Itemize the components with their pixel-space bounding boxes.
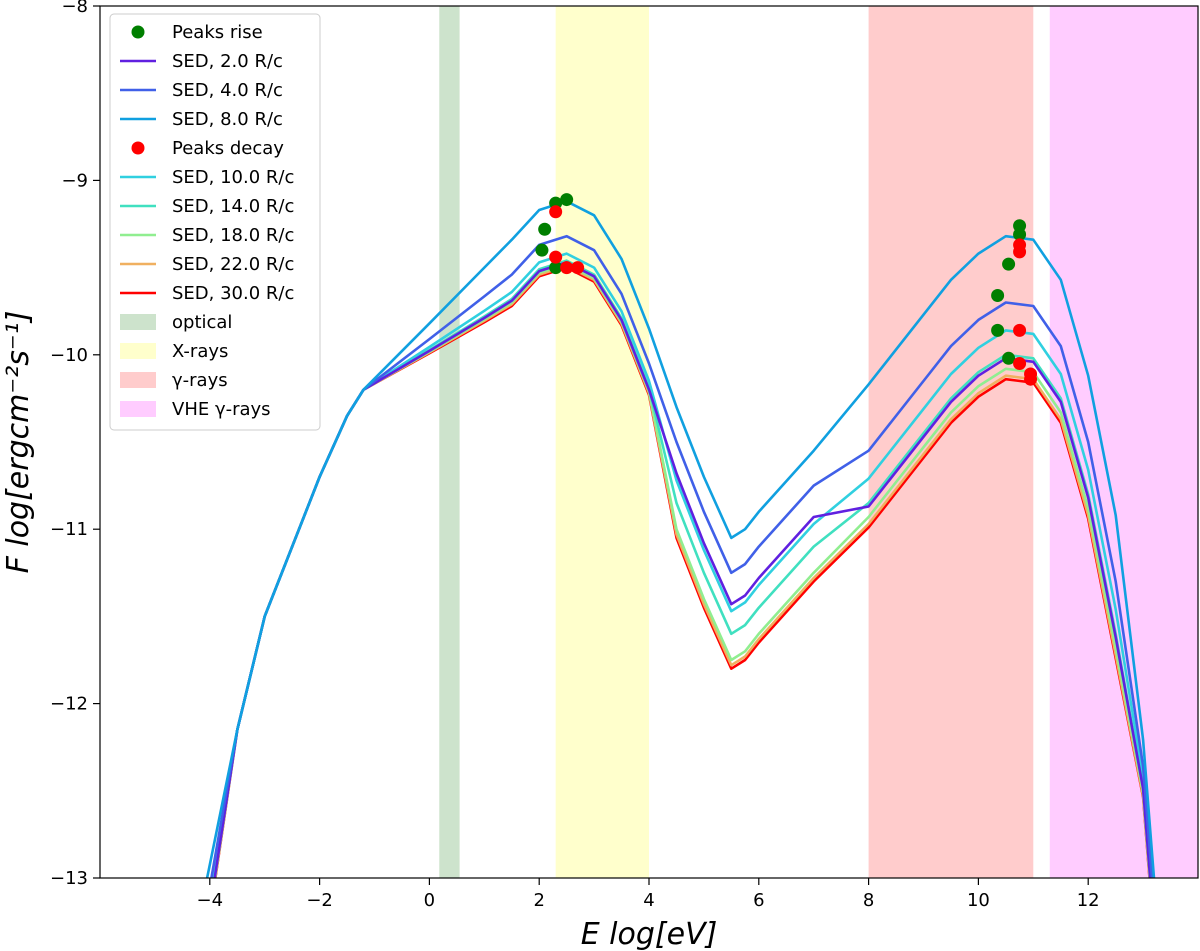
legend-label-5: SED, 10.0 R/c [172, 167, 294, 188]
band-0 [439, 6, 460, 878]
legend-label-3: SED, 8.0 R/c [172, 109, 283, 130]
legend-patch-12 [120, 372, 156, 388]
energy-bands [439, 6, 1198, 878]
legend-marker-0 [131, 25, 145, 39]
x-tick-label-3: 2 [533, 890, 544, 911]
peak-rise-marker-2 [538, 222, 552, 236]
legend-label-10: optical [172, 312, 232, 333]
legend-label-7: SED, 18.0 R/c [172, 225, 294, 246]
x-tick-label-1: −2 [306, 890, 333, 911]
x-axis-ticks: −4 −2 0 2 4 6 8 10 12 [197, 878, 1100, 911]
peak-decay-marker-2 [560, 261, 574, 275]
x-tick-label-6: 8 [863, 890, 874, 911]
y-axis-label: F log[ergcm⁻²s⁻¹] [1, 311, 36, 574]
peak-rise-marker-10 [1002, 351, 1016, 365]
y-axis-ticks: −13 −12 −11 −10 −9 −8 [50, 0, 100, 889]
legend-label-13: VHE γ-rays [172, 399, 271, 420]
y-tick-label-4: −9 [61, 170, 88, 191]
legend-label-1: SED, 2.0 R/c [172, 51, 283, 72]
x-axis-label: E log[eV] [581, 917, 718, 951]
legend-box [109, 13, 321, 431]
legend-label-2: SED, 4.0 R/c [172, 80, 283, 101]
y-tick-label-0: −13 [50, 868, 88, 889]
legend-label-11: X-rays [172, 341, 228, 362]
band-2 [868, 6, 1034, 878]
sed-series-lines [205, 200, 1156, 878]
legend: Peaks rise SED, 2.0 R/c SED, 4.0 R/c SED, 8… [109, 13, 321, 431]
legend-label-8: SED, 22.0 R/c [172, 254, 294, 275]
peak-decay-marker-5 [1013, 245, 1027, 259]
y-tick-label-1: −12 [50, 694, 88, 715]
peak-decay-marker-7 [1013, 357, 1027, 371]
peak-rise-marker-4 [549, 261, 563, 275]
x-tick-label-7: 10 [967, 890, 990, 911]
legend-label-4: Peaks decay [172, 138, 284, 159]
legend-label-6: SED, 14.0 R/c [172, 196, 294, 217]
series-line-7 [205, 200, 1156, 878]
x-tick-label-4: 4 [643, 890, 654, 911]
x-tick-label-5: 6 [753, 890, 764, 911]
peak-markers [535, 193, 1038, 386]
legend-label-9: SED, 30.0 R/c [172, 283, 294, 304]
legend-label-12: γ-rays [172, 370, 228, 391]
peak-rise-marker-7 [1002, 257, 1016, 271]
y-tick-label-5: −8 [61, 0, 88, 17]
legend-label-0: Peaks rise [172, 22, 263, 43]
legend-patch-11 [120, 343, 156, 359]
band-1 [555, 6, 649, 878]
peak-rise-marker-9 [991, 323, 1005, 337]
peak-decay-marker-1 [549, 250, 563, 264]
x-tick-label-2: 0 [424, 890, 435, 911]
x-tick-label-0: −4 [197, 890, 224, 911]
peak-rise-marker-8 [991, 289, 1005, 303]
peak-decay-marker-3 [571, 261, 585, 275]
legend-marker-4 [131, 141, 145, 155]
peak-decay-marker-6 [1013, 323, 1027, 337]
peak-decay-marker-0 [549, 205, 563, 219]
peak-rise-marker-6 [1013, 227, 1027, 241]
x-tick-label-8: 12 [1077, 890, 1100, 911]
legend-patch-10 [120, 314, 156, 330]
peak-decay-marker-9 [1024, 372, 1038, 386]
y-tick-label-2: −11 [50, 519, 88, 540]
y-tick-label-3: −10 [50, 345, 88, 366]
legend-patch-13 [120, 401, 156, 417]
peak-rise-marker-1 [560, 193, 574, 207]
peak-rise-marker-3 [535, 243, 549, 257]
